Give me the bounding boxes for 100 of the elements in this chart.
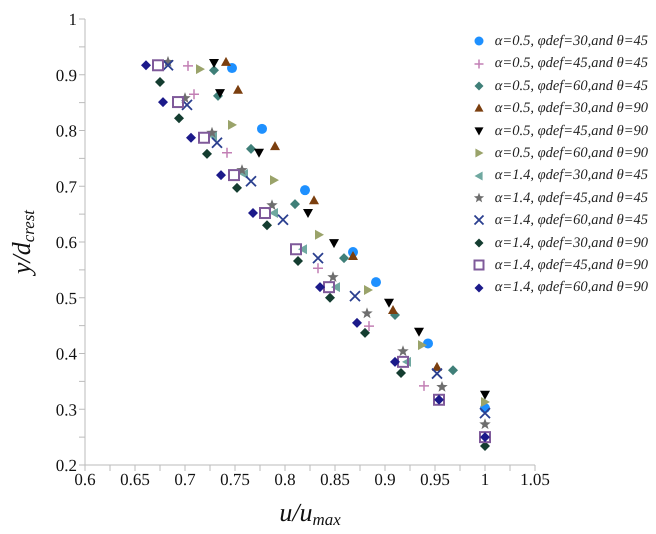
x-tick-label: 0.8	[274, 470, 296, 490]
y-tick-label: 0.9	[56, 66, 77, 85]
point	[202, 148, 212, 159]
point	[352, 318, 362, 328]
x-tick-label: 0.7	[174, 470, 196, 490]
x-tick-label: 0.95	[420, 470, 450, 490]
y-tick-label: 0.6	[56, 233, 77, 252]
point	[384, 298, 394, 308]
legend-label: α=1.4, φdef=45,and θ=90	[494, 256, 648, 276]
point	[327, 271, 339, 282]
point	[228, 169, 240, 182]
point	[479, 418, 491, 430]
point	[186, 132, 196, 143]
legend-label: α=0.5, φdef=45,and θ=45	[494, 54, 648, 74]
legend-label: α=0.5, φdef=60,and θ=45	[494, 76, 648, 96]
point	[270, 141, 280, 150]
point	[364, 284, 373, 295]
x-tick-label: 1.05	[520, 470, 550, 490]
point	[266, 199, 278, 210]
x-axis-title: u/u$_{max}$	[279, 498, 342, 530]
point	[227, 63, 237, 74]
point	[141, 60, 151, 70]
point	[259, 207, 271, 220]
point	[198, 132, 210, 144]
legend-label: α=0.5, φdef=45,and θ=90	[494, 122, 648, 141]
point	[216, 170, 226, 180]
point	[196, 64, 205, 74]
point	[323, 281, 335, 294]
point	[480, 390, 490, 400]
x-tick-label: 0.85	[320, 470, 350, 490]
point	[436, 380, 448, 392]
point	[315, 282, 325, 292]
point	[315, 230, 324, 240]
point	[209, 65, 219, 76]
point	[174, 113, 184, 124]
point	[481, 397, 490, 408]
point	[388, 305, 398, 314]
point	[397, 356, 409, 368]
point	[325, 292, 335, 303]
point	[293, 256, 303, 266]
point	[303, 209, 313, 218]
point	[245, 175, 257, 188]
point	[396, 368, 406, 378]
point	[360, 328, 370, 338]
point	[371, 277, 381, 288]
point	[390, 356, 400, 367]
x-tick-label: 0.65	[120, 470, 150, 490]
legend-label: α=1.4, φdef=45,and θ=45	[494, 188, 648, 208]
point	[262, 220, 272, 230]
point	[329, 239, 339, 248]
legend-label: α=1.4, φdef=60,and θ=45	[494, 211, 648, 230]
point	[233, 84, 243, 94]
y-tick-label: 0.2	[56, 456, 77, 476]
point	[339, 253, 349, 264]
legend-label: α=0.5, φdef=30,and θ=90	[494, 99, 648, 118]
point	[418, 380, 430, 392]
x-tick-label: 0.6	[74, 470, 96, 490]
point	[431, 368, 443, 380]
point	[312, 252, 324, 264]
point	[418, 340, 427, 350]
point	[397, 345, 409, 356]
point	[158, 97, 168, 108]
legend-label: α=0.5, φdef=60,and θ=90	[494, 144, 648, 164]
point	[211, 136, 223, 149]
point	[172, 96, 184, 108]
y-tick-label: 0.8	[56, 122, 77, 141]
point	[254, 148, 264, 158]
x-tick-label: 0.75	[220, 470, 250, 490]
point	[349, 290, 361, 302]
point	[182, 60, 194, 72]
legend-label: α=1.4, φdef=30,and θ=90	[494, 234, 648, 253]
point	[221, 147, 233, 159]
x-tick-label: 1	[480, 470, 490, 490]
point	[312, 262, 324, 274]
point	[270, 175, 279, 186]
point	[215, 89, 225, 98]
point	[221, 56, 231, 66]
legend-label: α=1.4, φdef=60,and θ=90	[494, 278, 648, 298]
y-tick-label: 0.7	[56, 177, 78, 196]
point	[152, 59, 164, 72]
y-tick-label: 0.3	[56, 400, 77, 420]
point	[257, 124, 267, 134]
point	[448, 365, 458, 376]
y-tick-label: 1	[68, 10, 77, 30]
point	[248, 208, 258, 218]
point	[155, 77, 165, 87]
legend-label: α=1.4, φdef=30,and θ=45	[494, 166, 648, 186]
point	[348, 250, 358, 260]
point	[277, 214, 289, 226]
point	[363, 320, 375, 332]
x-tick-label: 0.9	[374, 470, 396, 490]
point	[479, 407, 491, 420]
y-tick-label: 0.4	[56, 344, 78, 364]
legend-label: α=0.5, φdef=30,and θ=45	[494, 32, 648, 51]
point	[361, 307, 373, 318]
point	[228, 120, 237, 130]
y-tick-label: 0.5	[56, 288, 77, 308]
point	[209, 59, 219, 68]
point	[309, 195, 319, 204]
point	[181, 98, 193, 111]
